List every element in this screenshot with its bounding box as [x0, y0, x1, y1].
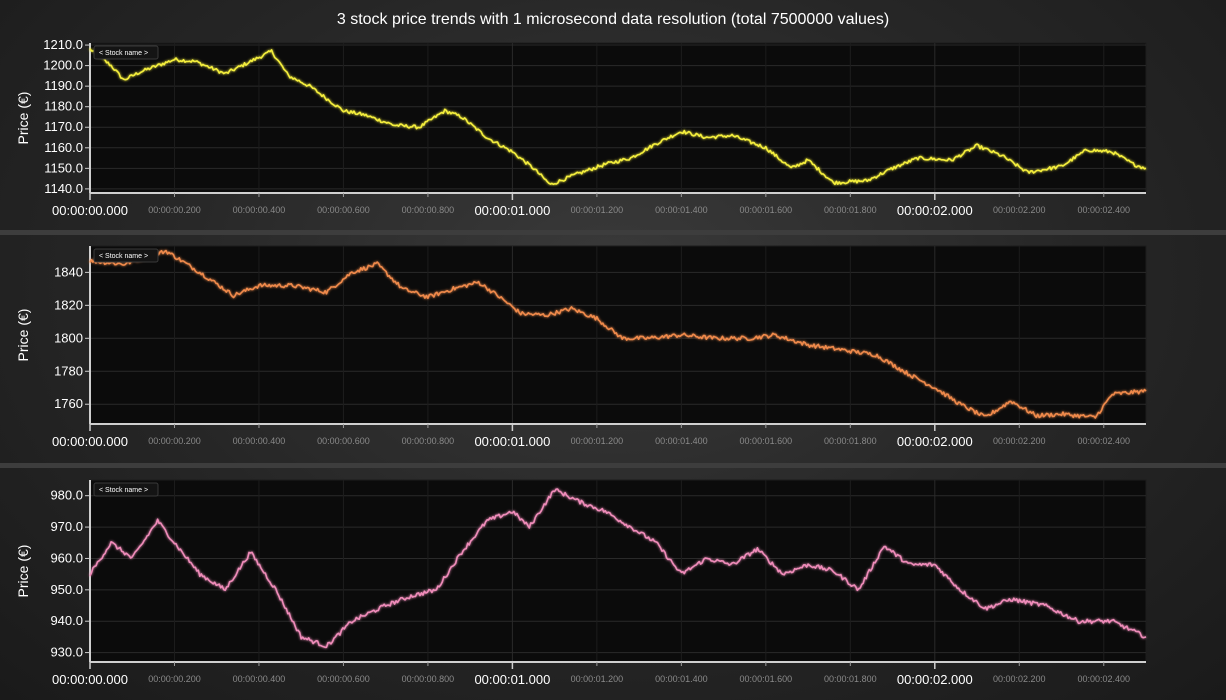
y-tick-label: 1820	[54, 297, 83, 312]
x-tick-label-minor: 00:00:00.600	[317, 674, 370, 684]
y-axis-label: Price (€)	[15, 92, 31, 145]
x-tick-label-minor: 00:00:01.600	[740, 674, 793, 684]
x-tick-label-minor: 00:00:01.800	[824, 436, 877, 446]
x-tick-label-minor: 00:00:02.400	[1077, 674, 1130, 684]
y-tick-label: 960.0	[50, 550, 83, 565]
x-tick-label-minor: 00:00:01.200	[571, 436, 624, 446]
x-tick-label-major: 00:00:02.000	[897, 434, 973, 449]
x-tick-label-minor: 00:00:00.200	[148, 205, 201, 215]
legend-box[interactable]	[93, 45, 159, 60]
y-tick-label: 1210.0	[43, 37, 83, 52]
legend-box[interactable]	[93, 248, 159, 263]
x-tick-label-minor: 00:00:01.600	[740, 205, 793, 215]
x-tick-label-minor: 00:00:01.800	[824, 674, 877, 684]
x-tick-label-minor: 00:00:02.200	[993, 674, 1046, 684]
x-tick-label-major: 00:00:00.000	[52, 434, 128, 449]
y-tick-label: 970.0	[50, 519, 83, 534]
x-tick-label-major: 00:00:00.000	[52, 203, 128, 218]
legend-label: < Stock name >	[99, 253, 148, 260]
legend-label: < Stock name >	[99, 487, 148, 494]
x-tick-label-minor: 00:00:00.600	[317, 436, 370, 446]
x-tick-label-minor: 00:00:00.200	[148, 674, 201, 684]
y-tick-label: 930.0	[50, 645, 83, 660]
y-axis-label: Price (€)	[15, 545, 31, 598]
x-tick-label-minor: 00:00:01.200	[571, 674, 624, 684]
plot-area[interactable]	[89, 479, 1147, 663]
legend[interactable]: < Stock name >	[93, 45, 159, 60]
x-tick-label-minor: 00:00:00.400	[233, 436, 286, 446]
x-tick-label-minor: 00:00:00.600	[317, 205, 370, 215]
x-tick-label-minor: 00:00:00.800	[402, 205, 455, 215]
x-tick-label-major: 00:00:02.000	[897, 203, 973, 218]
panel-separator	[0, 463, 1226, 468]
legend[interactable]: < Stock name >	[93, 482, 159, 497]
y-tick-label: 1180.0	[44, 99, 83, 114]
y-tick-label: 1840	[54, 264, 83, 279]
series-line[interactable]	[89, 48, 1147, 186]
x-tick-label-minor: 00:00:02.200	[993, 436, 1046, 446]
x-tick-label-minor: 00:00:01.200	[571, 205, 624, 215]
x-tick-label-minor: 00:00:01.400	[655, 436, 708, 446]
y-tick-label: 1170.0	[44, 119, 83, 134]
x-tick-label-minor: 00:00:01.800	[824, 205, 877, 215]
x-tick-label-minor: 00:00:01.600	[740, 436, 793, 446]
series-line[interactable]	[89, 488, 1147, 649]
legend[interactable]: < Stock name >	[93, 248, 159, 263]
x-tick-label-minor: 00:00:00.400	[233, 205, 286, 215]
y-tick-label: 1150.0	[44, 160, 83, 175]
chart-panel-1[interactable]: 1140.0 1150.0 1160.0 1170.0 1180.0 1190.0 1200…	[15, 37, 1147, 218]
x-tick-label-major: 00:00:01.000	[474, 672, 550, 687]
x-tick-label-minor: 00:00:00.200	[148, 436, 201, 446]
x-tick-label-major: 00:00:01.000	[474, 203, 550, 218]
x-tick-label-minor: 00:00:02.400	[1077, 436, 1130, 446]
chart-panel-3[interactable]: 930.0 940.0 950.0 960.0 970.0 980.0 00:00:00.0…	[15, 479, 1147, 687]
chart-panel-2[interactable]: 1760 1780 1800 1820 1840 00:00:00.000 00:00:01…	[15, 245, 1147, 449]
y-axis-label: Price (€)	[15, 309, 31, 362]
y-tick-label: 940.0	[50, 613, 83, 628]
x-tick-label-minor: 00:00:00.800	[402, 436, 455, 446]
x-tick-label-minor: 00:00:02.200	[993, 205, 1046, 215]
chart-title: 3 stock price trends with 1 microsecond …	[336, 11, 890, 28]
y-tick-label: 950.0	[50, 582, 83, 597]
panel-separator	[0, 230, 1226, 235]
y-tick-label: 980.0	[50, 488, 83, 503]
x-tick-label-minor: 00:00:00.800	[402, 674, 455, 684]
x-tick-label-major: 00:00:00.000	[52, 672, 128, 687]
x-tick-label-minor: 00:00:00.400	[233, 674, 286, 684]
x-tick-label-minor: 00:00:02.400	[1077, 205, 1130, 215]
y-tick-label: 1780	[54, 363, 83, 378]
x-tick-label-major: 00:00:01.000	[474, 434, 550, 449]
y-tick-label: 1760	[54, 396, 83, 411]
x-tick-label-minor: 00:00:01.400	[655, 674, 708, 684]
x-tick-label-major: 00:00:02.000	[897, 672, 973, 687]
legend-box[interactable]	[93, 482, 159, 497]
y-tick-label: 1190.0	[44, 78, 83, 93]
y-tick-label: 1140.0	[44, 181, 83, 196]
legend-label: < Stock name >	[99, 50, 148, 57]
series-line[interactable]	[89, 249, 1147, 419]
y-tick-label: 1800	[54, 330, 83, 345]
x-tick-label-minor: 00:00:01.400	[655, 205, 708, 215]
y-tick-label: 1160.0	[44, 140, 83, 155]
y-tick-label: 1200.0	[43, 58, 83, 73]
